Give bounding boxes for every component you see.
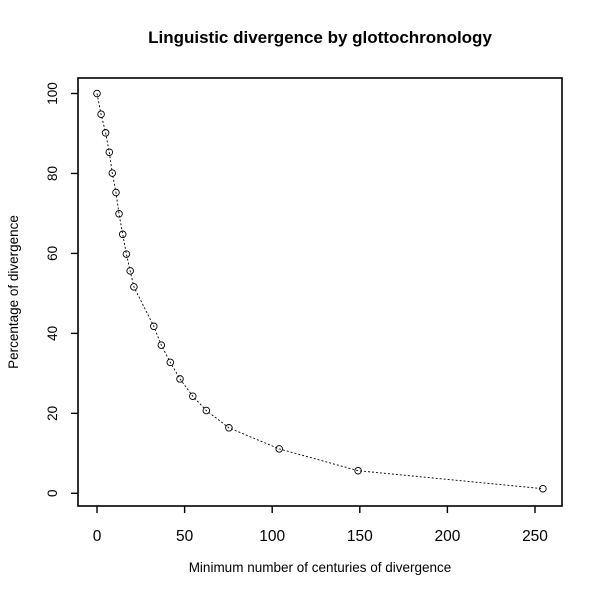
svg-text:100: 100 xyxy=(45,82,60,105)
svg-text:0: 0 xyxy=(45,490,60,498)
svg-text:250: 250 xyxy=(522,528,548,545)
svg-text:50: 50 xyxy=(176,528,194,545)
svg-text:Percentage of divergence: Percentage of divergence xyxy=(6,215,21,369)
svg-text:40: 40 xyxy=(45,326,60,341)
svg-text:100: 100 xyxy=(259,528,285,545)
svg-text:Linguistic divergence by glott: Linguistic divergence by glottochronolog… xyxy=(148,28,492,47)
svg-text:0: 0 xyxy=(93,528,102,545)
svg-text:150: 150 xyxy=(347,528,373,545)
svg-text:60: 60 xyxy=(45,246,60,261)
svg-text:Minimum number of centuries of: Minimum number of centuries of divergenc… xyxy=(189,560,452,575)
svg-text:80: 80 xyxy=(45,166,60,181)
svg-text:200: 200 xyxy=(434,528,460,545)
svg-text:20: 20 xyxy=(45,406,60,421)
